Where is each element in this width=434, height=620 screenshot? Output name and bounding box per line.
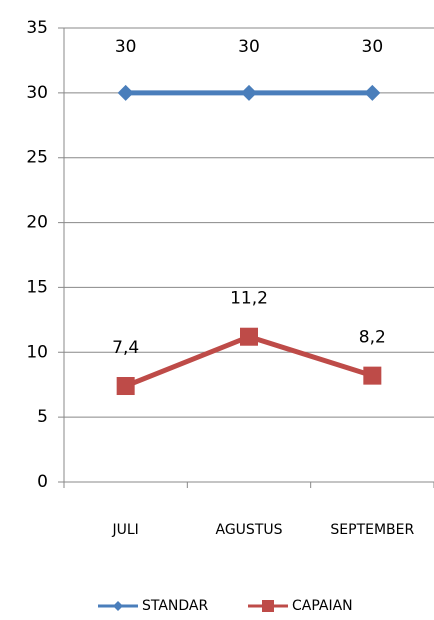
y-tick-label: 0 — [37, 472, 48, 492]
legend-marker — [113, 601, 123, 611]
data-label: 8,2 — [359, 328, 386, 348]
x-tick-label: SEPTEMBER — [330, 522, 414, 538]
point — [241, 84, 257, 101]
y-tick-label: 25 — [26, 148, 48, 168]
y-tick-label: 20 — [26, 213, 48, 233]
point — [240, 327, 258, 346]
y-tick-label: 15 — [26, 277, 48, 297]
legend-label: CAPAIAN — [292, 598, 353, 614]
data-label: 7,4 — [112, 338, 139, 358]
x-tick-label: AGUSTUS — [216, 522, 283, 538]
data-label: 30 — [238, 37, 260, 57]
legend-label: STANDAR — [142, 598, 209, 614]
y-tick-label: 10 — [26, 342, 48, 362]
data-label: 30 — [362, 37, 384, 57]
point — [363, 366, 382, 385]
point — [116, 377, 135, 396]
point — [364, 84, 381, 101]
point — [117, 84, 134, 101]
data-label: 30 — [115, 37, 137, 57]
y-tick-label: 30 — [26, 83, 48, 103]
data-label: 11,2 — [230, 289, 268, 309]
x-tick-label: JULI — [112, 522, 139, 538]
legend-marker — [262, 600, 274, 612]
y-tick-label: 35 — [26, 18, 48, 38]
y-tick-label: 5 — [37, 407, 48, 427]
